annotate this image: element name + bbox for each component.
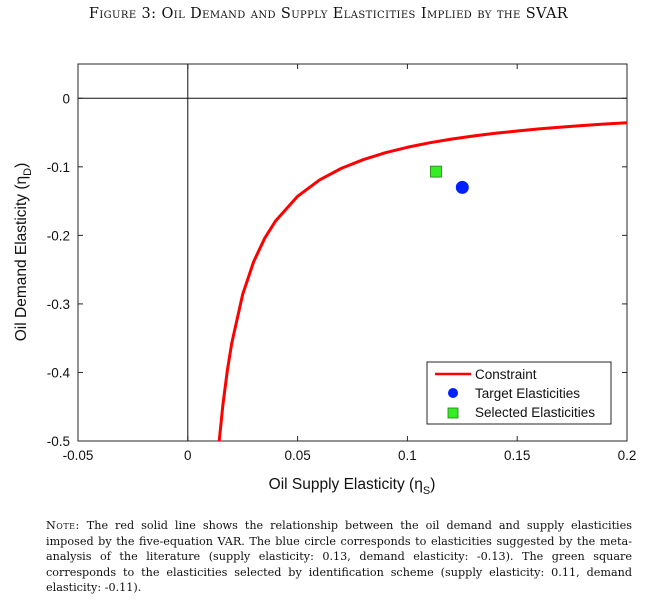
x-tick-label: 0.05 [284, 448, 310, 463]
x-axis-label: Oil Supply Elasticity (ηS) [269, 476, 436, 497]
legend: Constraint Target Elasticities Selected … [426, 361, 612, 425]
legend-target-label: Target Elasticities [475, 386, 580, 401]
legend-selected-label: Selected Elasticities [475, 405, 595, 420]
y-tick-label: -0.4 [47, 365, 71, 380]
x-tick-label: 0 [184, 448, 192, 463]
selected-elasticity-point [430, 165, 442, 178]
legend-selected-swatch [447, 407, 459, 419]
y-axis-label: Oil Demand Elasticity (ηD) [13, 163, 34, 342]
note-label: Note: [46, 519, 80, 532]
target-elasticity-point [455, 180, 469, 194]
x-tick-label: -0.05 [63, 448, 94, 463]
y-tick-label: -0.3 [47, 297, 70, 312]
note-text: The red solid line shows the relationshi… [46, 519, 632, 594]
legend-constraint-label: Constraint [475, 367, 537, 382]
figure-caption: Figure 3: Oil Demand and Supply Elastici… [88, 6, 569, 22]
constraint-line [217, 121, 627, 441]
x-tick-label: 0.2 [618, 448, 637, 463]
figure-note: Note: The red solid line shows the relat… [46, 518, 632, 596]
y-tick-label: -0.2 [47, 228, 70, 243]
x-tick-label: 0.15 [504, 448, 530, 463]
y-tick-label: -0.1 [47, 160, 70, 175]
y-tick-label: -0.5 [47, 434, 70, 449]
legend-target-swatch [448, 388, 458, 398]
x-tick-label: 0.1 [398, 448, 417, 463]
y-tick-label: 0 [62, 91, 70, 106]
